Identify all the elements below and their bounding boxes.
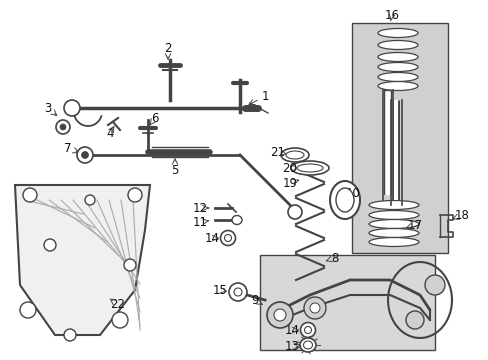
Bar (260, 255, 434, 350)
Ellipse shape (377, 53, 417, 62)
Ellipse shape (281, 148, 308, 162)
Text: 20: 20 (282, 162, 297, 175)
Ellipse shape (224, 234, 231, 242)
Circle shape (405, 311, 423, 329)
Ellipse shape (368, 220, 418, 229)
Ellipse shape (290, 161, 328, 175)
Circle shape (81, 152, 88, 158)
Text: 8: 8 (331, 252, 338, 265)
Text: 7: 7 (64, 141, 72, 154)
Circle shape (273, 309, 285, 321)
Text: 4: 4 (106, 126, 114, 140)
Circle shape (64, 100, 80, 116)
Ellipse shape (304, 327, 311, 333)
Ellipse shape (377, 28, 417, 37)
Text: 5: 5 (171, 163, 178, 176)
Circle shape (60, 124, 66, 130)
Circle shape (20, 302, 36, 318)
Text: 18: 18 (454, 208, 468, 221)
Text: 17: 17 (407, 219, 422, 231)
Ellipse shape (220, 230, 235, 246)
Text: 13: 13 (284, 339, 299, 352)
Ellipse shape (377, 72, 417, 81)
Text: 2: 2 (164, 41, 171, 54)
Text: 11: 11 (192, 216, 207, 229)
Circle shape (228, 283, 246, 301)
Circle shape (77, 147, 93, 163)
Circle shape (23, 188, 37, 202)
Text: 10: 10 (345, 186, 360, 199)
Text: 22: 22 (110, 298, 125, 311)
Ellipse shape (299, 338, 315, 352)
Ellipse shape (300, 323, 315, 338)
Circle shape (287, 205, 302, 219)
Ellipse shape (368, 229, 418, 238)
Ellipse shape (377, 81, 417, 90)
Text: 1: 1 (261, 90, 268, 103)
Ellipse shape (368, 201, 418, 210)
Circle shape (234, 288, 242, 296)
Circle shape (124, 259, 136, 271)
Circle shape (304, 297, 325, 319)
Ellipse shape (377, 41, 417, 50)
Bar (351, 23, 447, 253)
Text: 9: 9 (251, 293, 258, 306)
Ellipse shape (231, 216, 242, 225)
Circle shape (424, 275, 444, 295)
Circle shape (85, 195, 95, 205)
Ellipse shape (296, 164, 323, 172)
Text: 6: 6 (151, 112, 159, 125)
Text: 14: 14 (204, 231, 219, 244)
Ellipse shape (368, 238, 418, 247)
Ellipse shape (368, 211, 418, 220)
Ellipse shape (335, 188, 353, 212)
Text: 14: 14 (284, 324, 299, 337)
Circle shape (44, 239, 56, 251)
Text: 21: 21 (270, 145, 285, 158)
Ellipse shape (303, 341, 312, 349)
Circle shape (266, 302, 292, 328)
Ellipse shape (329, 181, 359, 219)
Circle shape (309, 303, 319, 313)
Ellipse shape (285, 151, 304, 159)
Circle shape (64, 329, 76, 341)
Polygon shape (15, 185, 150, 335)
Ellipse shape (377, 63, 417, 72)
Circle shape (128, 188, 142, 202)
Text: 16: 16 (384, 9, 399, 22)
Text: 15: 15 (212, 284, 227, 297)
Text: 3: 3 (44, 102, 52, 114)
Circle shape (56, 120, 70, 134)
Text: 19: 19 (282, 176, 297, 189)
Text: 12: 12 (192, 202, 207, 215)
Circle shape (112, 312, 128, 328)
